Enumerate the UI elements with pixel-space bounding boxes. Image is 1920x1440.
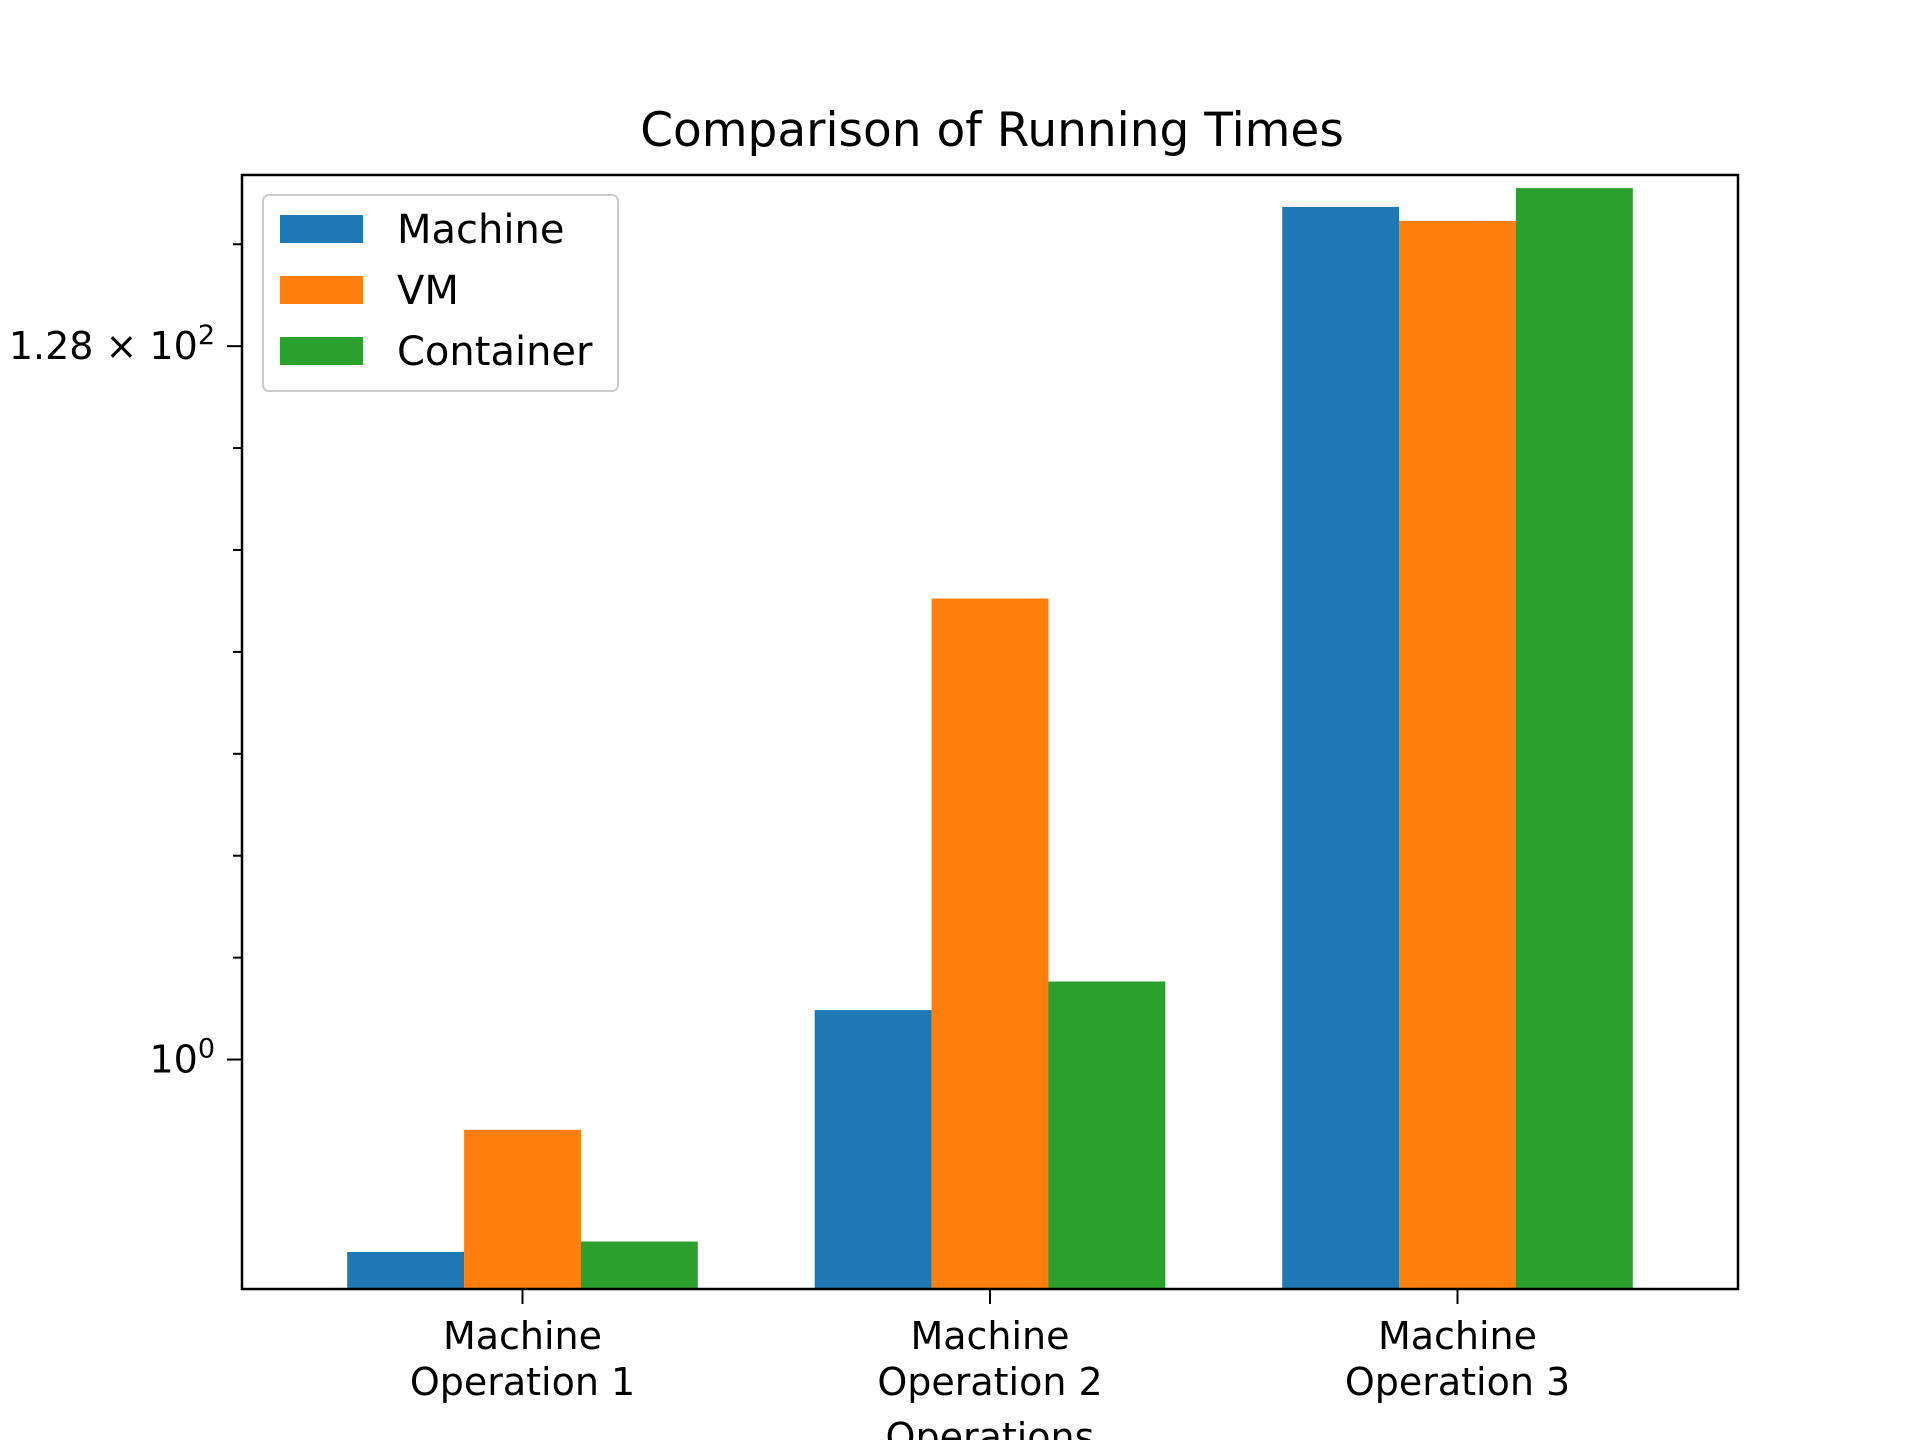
bar-container-1 <box>580 1241 698 1289</box>
legend-label: Machine <box>397 207 564 253</box>
legend-label: VM <box>397 268 459 314</box>
bar-machine-3 <box>1282 206 1400 1289</box>
y-tick-label: 100 <box>149 1034 215 1082</box>
bar-container-2 <box>1048 981 1166 1289</box>
legend: Machine VM Container <box>262 194 619 392</box>
x-tick-label: Machine Operation 3 <box>1345 1314 1570 1404</box>
legend-swatch <box>280 215 363 243</box>
legend-swatch <box>280 337 363 365</box>
chart-title: Comparison of Running Times <box>640 103 1344 158</box>
bar-vm-3 <box>1399 220 1516 1289</box>
bar-container-3 <box>1515 188 1633 1290</box>
bar-vm-1 <box>464 1129 581 1289</box>
bar-vm-2 <box>931 598 1049 1289</box>
y-axis: 100 1.28 × 102 <box>9 243 242 1082</box>
x-tick-label: Machine Operation 1 <box>410 1314 635 1404</box>
bar-machine-1 <box>347 1252 465 1289</box>
bar-machine-2 <box>814 1010 932 1289</box>
plot-frame <box>240 173 1740 1291</box>
x-tick-label: Machine Operation 2 <box>877 1314 1102 1404</box>
y-tick-label: 1.28 × 102 <box>9 320 215 368</box>
bars-group <box>347 188 1633 1290</box>
x-axis: Machine Operation 1 Machine Operation 2 Mach… <box>410 1289 1570 1404</box>
legend-swatch <box>280 276 363 304</box>
x-axis-label: Operations <box>886 1415 1095 1440</box>
legend-label: Container <box>397 329 593 375</box>
